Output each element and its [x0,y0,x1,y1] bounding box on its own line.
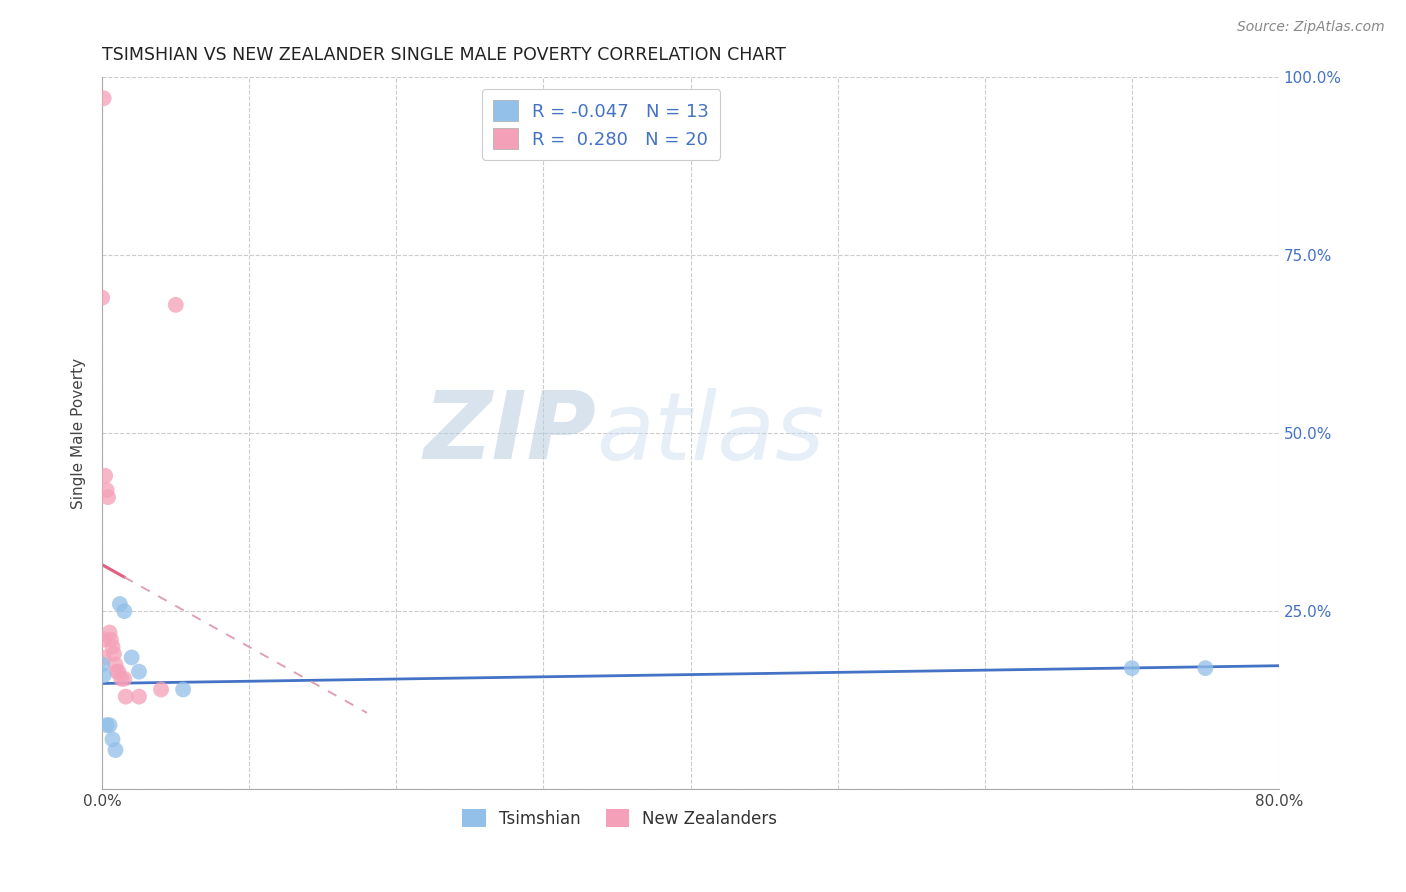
Point [104,743,127,757]
Text: atlas: atlas [596,387,825,478]
Point [101,640,124,654]
Point [128,665,150,679]
Point [93,632,115,647]
Point [112,604,135,618]
Text: Source: ZipAtlas.com: Source: ZipAtlas.com [1237,20,1385,34]
Point [93,650,115,665]
Point [112,672,135,686]
Point [100,632,122,647]
Text: ZIP: ZIP [423,387,596,479]
Point [104,657,127,672]
Point [128,690,150,704]
Legend: Tsimshian, New Zealanders: Tsimshian, New Zealanders [456,803,785,834]
Point [114,690,136,704]
Text: TSIMSHIAN VS NEW ZEALANDER SINGLE MALE POVERTY CORRELATION CHART: TSIMSHIAN VS NEW ZEALANDER SINGLE MALE P… [103,46,786,64]
Point [110,672,132,686]
Point [93,91,115,105]
Point [105,665,128,679]
Point [91,657,114,672]
Point [150,682,173,697]
Point [94,468,117,483]
Point [103,647,125,661]
Point [108,597,131,611]
Point [165,298,187,312]
Point [98,718,121,732]
Point [101,732,124,747]
Point [98,625,121,640]
Point [107,665,129,679]
Point [172,682,194,697]
Point [1194,661,1216,675]
Point [1121,661,1143,675]
Y-axis label: Single Male Poverty: Single Male Poverty [72,358,86,508]
Point [96,483,118,497]
Point [121,650,143,665]
Point [91,291,114,305]
Point [96,718,118,732]
Point [97,490,120,504]
Point [93,668,115,682]
